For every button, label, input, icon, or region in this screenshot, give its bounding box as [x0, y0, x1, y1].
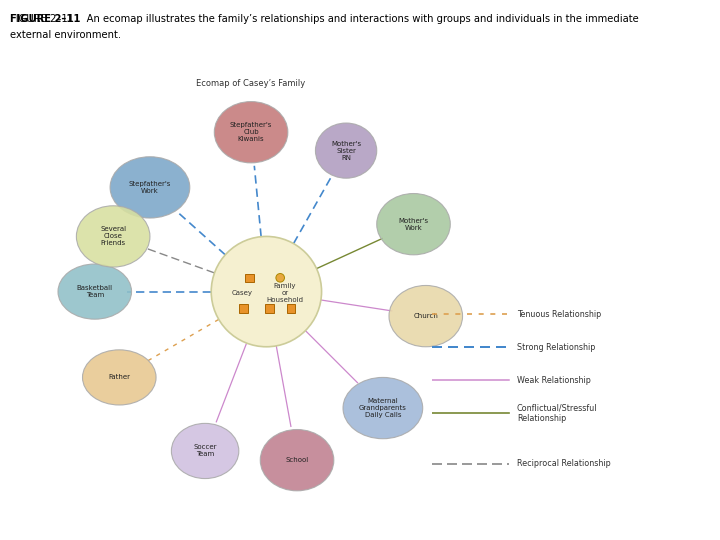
Text: School: School — [285, 457, 309, 463]
Ellipse shape — [171, 423, 239, 478]
Ellipse shape — [76, 206, 150, 267]
FancyBboxPatch shape — [246, 274, 254, 282]
Text: Tenuous Relationship: Tenuous Relationship — [517, 309, 601, 319]
Ellipse shape — [343, 377, 423, 438]
Ellipse shape — [315, 123, 377, 178]
Text: Mother's
Sister
RN: Mother's Sister RN — [331, 140, 361, 160]
Ellipse shape — [389, 286, 462, 347]
Ellipse shape — [110, 157, 190, 218]
Text: Ecomap of Casey’s Family: Ecomap of Casey’s Family — [197, 79, 306, 87]
Ellipse shape — [377, 193, 450, 255]
Text: Stepfather's
Club
Kiwanis: Stepfather's Club Kiwanis — [230, 122, 272, 142]
Text: FIGURE 2–11    An ecomap illustrates the family’s relationships and interactions: FIGURE 2–11 An ecomap illustrates the fa… — [10, 14, 639, 24]
Ellipse shape — [58, 264, 132, 319]
Text: Basketball
Team: Basketball Team — [77, 285, 113, 298]
Ellipse shape — [260, 429, 334, 491]
Text: Maternal
Grandparents
Daily Calls: Maternal Grandparents Daily Calls — [359, 398, 407, 418]
Text: Father: Father — [108, 374, 130, 380]
Text: Stepfather's
Work: Stepfather's Work — [129, 181, 171, 194]
Text: FIGURE 2–11: FIGURE 2–11 — [10, 14, 81, 24]
FancyBboxPatch shape — [287, 304, 295, 313]
FancyBboxPatch shape — [265, 304, 274, 313]
Text: Strong Relationship: Strong Relationship — [517, 342, 595, 352]
Text: Mother's
Work: Mother's Work — [398, 218, 428, 231]
Circle shape — [276, 274, 284, 282]
Text: Church: Church — [413, 313, 438, 319]
Ellipse shape — [83, 350, 156, 405]
Text: external environment.: external environment. — [10, 30, 121, 40]
Text: Several
Close
Friends: Several Close Friends — [100, 226, 126, 246]
Ellipse shape — [215, 102, 288, 163]
Circle shape — [211, 237, 322, 347]
Text: Weak Relationship: Weak Relationship — [517, 376, 590, 384]
Text: Reciprocal Relationship: Reciprocal Relationship — [517, 459, 611, 468]
Text: Casey: Casey — [231, 290, 253, 296]
Text: Family
or
Household: Family or Household — [266, 283, 303, 303]
Text: Conflictual/Stressful
Relationship: Conflictual/Stressful Relationship — [517, 403, 598, 423]
Text: Soccer
Team: Soccer Team — [194, 444, 217, 457]
FancyBboxPatch shape — [239, 304, 248, 313]
